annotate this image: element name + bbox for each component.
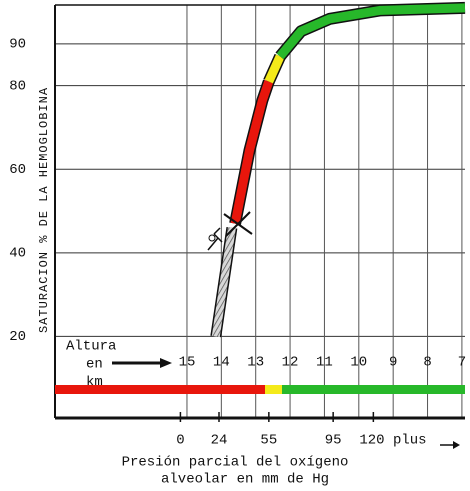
y-tick-label: 90 (9, 37, 26, 53)
x-axis-title: Presión parcial del oxígeno (122, 455, 349, 471)
y-tick-label: 80 (9, 78, 26, 94)
x-tick-label: 0 (176, 433, 184, 449)
y-tick-label: 20 (9, 329, 26, 345)
altitude-title: en (86, 357, 103, 373)
altitude-arrow (112, 358, 172, 368)
color-band (55, 385, 465, 394)
grid (55, 5, 465, 418)
altitude-tick-label: 10 (350, 355, 367, 371)
y-tick-label: 60 (9, 162, 26, 178)
y-tick-label: 40 (9, 246, 26, 262)
altitude-tick-label: 9 (389, 355, 397, 371)
altitude-tick-label: 11 (316, 355, 333, 371)
x-tick-label: 55 (260, 433, 277, 449)
curve (264, 54, 285, 84)
crossing-marker (207, 211, 253, 251)
altitude-title: Altura (66, 339, 116, 355)
curve (276, 3, 466, 60)
altitude-tick-label: 13 (247, 355, 264, 371)
curve (230, 80, 274, 225)
altitude-tick-label: 7 (458, 355, 466, 371)
altitude-tick-label: 12 (282, 355, 299, 371)
x-tick-label: 24 (211, 433, 228, 449)
altitude-tick-label: 8 (423, 355, 431, 371)
altitude-tick-label: 14 (213, 355, 230, 371)
x-tick-label: 95 (325, 433, 342, 449)
x-axis-title: alveolar en mm de Hg (161, 472, 329, 488)
x-tick-label: 120 plus (359, 433, 426, 449)
curves (210, 1, 466, 338)
curve (211, 227, 236, 337)
y-axis-title: SATURACION % DE LA HEMOGLOBINA (37, 87, 51, 333)
altitude-tick-label: 15 (179, 355, 196, 371)
x-end-arrow (440, 441, 460, 449)
